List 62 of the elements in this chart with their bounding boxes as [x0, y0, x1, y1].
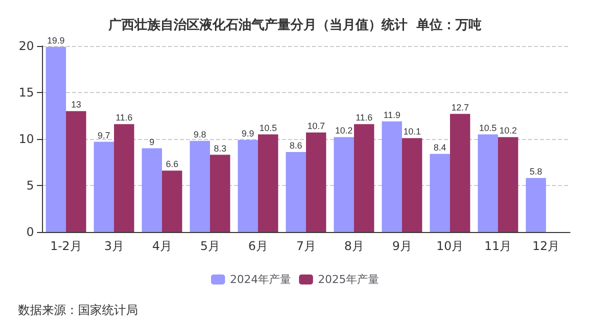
- bar: [382, 121, 402, 232]
- bar: [258, 134, 278, 232]
- data-label: 13: [71, 100, 82, 110]
- data-label: 6.6: [166, 159, 178, 170]
- y-tick-label: 5: [26, 178, 34, 192]
- y-tick-label: 15: [18, 86, 34, 100]
- data-label: 10.1: [403, 126, 421, 137]
- bar: [306, 132, 326, 232]
- bar: [334, 137, 354, 232]
- data-label: 5.8: [530, 166, 542, 177]
- data-label: 10.5: [259, 122, 277, 133]
- y-tick-label: 10: [18, 132, 34, 146]
- data-label: 10.2: [335, 126, 353, 136]
- data-label: 10.5: [479, 122, 497, 133]
- data-label: 9.7: [98, 130, 110, 140]
- data-label: 9.9: [242, 128, 254, 138]
- y-tick-label: 0: [26, 225, 34, 239]
- x-tick-label: 1-2月: [50, 239, 82, 253]
- x-tick-label: 10月: [436, 239, 464, 253]
- bar: [142, 148, 162, 232]
- bar: [114, 124, 134, 232]
- x-tick-label: 6月: [248, 239, 268, 253]
- data-label: 10.2: [499, 126, 517, 136]
- x-tick-label: 12月: [532, 239, 560, 253]
- y-tick-label: 20: [18, 39, 34, 53]
- bar: [46, 46, 66, 232]
- x-tick-label: 8月: [344, 239, 364, 253]
- x-tick-label: 7月: [296, 239, 316, 253]
- bar: [450, 114, 470, 232]
- bar: [94, 142, 114, 232]
- source-note: 数据来源：国家统计局: [18, 303, 138, 317]
- x-tick-label: 5月: [200, 239, 220, 253]
- data-label: 8.3: [214, 143, 226, 154]
- data-label: 9: [149, 136, 154, 147]
- x-tick-label: 3月: [104, 239, 124, 253]
- x-tick-label: 11月: [484, 239, 512, 253]
- bar: [478, 134, 498, 232]
- legend-label: 2024年产量: [230, 273, 292, 286]
- legend-label: 2025年产量: [318, 273, 379, 286]
- bar: [238, 140, 258, 232]
- data-label: 11.6: [116, 112, 133, 123]
- chart-title: 广西壮族自治区液化石油气产量分月（当月值）统计 单位：万吨: [107, 17, 482, 33]
- data-label: 9.8: [194, 129, 206, 140]
- data-label: 11.9: [383, 110, 400, 120]
- bar: [354, 124, 374, 232]
- data-label: 19.9: [47, 35, 65, 46]
- data-label: 12.7: [451, 102, 469, 112]
- x-tick-label: 9月: [392, 239, 412, 253]
- data-label: 8.4: [434, 142, 446, 152]
- x-tick-label: 4月: [152, 239, 172, 253]
- data-label: 10.7: [307, 120, 325, 131]
- bar: [190, 140, 210, 232]
- data-label: 11.6: [356, 112, 373, 123]
- bar: [66, 111, 86, 232]
- data-label: 8.6: [290, 140, 302, 151]
- bar: [162, 170, 182, 232]
- bar: [402, 138, 422, 232]
- bar: [498, 137, 518, 232]
- bar: [526, 178, 546, 232]
- bar: [210, 154, 230, 232]
- bar: [430, 154, 450, 232]
- bar: [286, 152, 306, 232]
